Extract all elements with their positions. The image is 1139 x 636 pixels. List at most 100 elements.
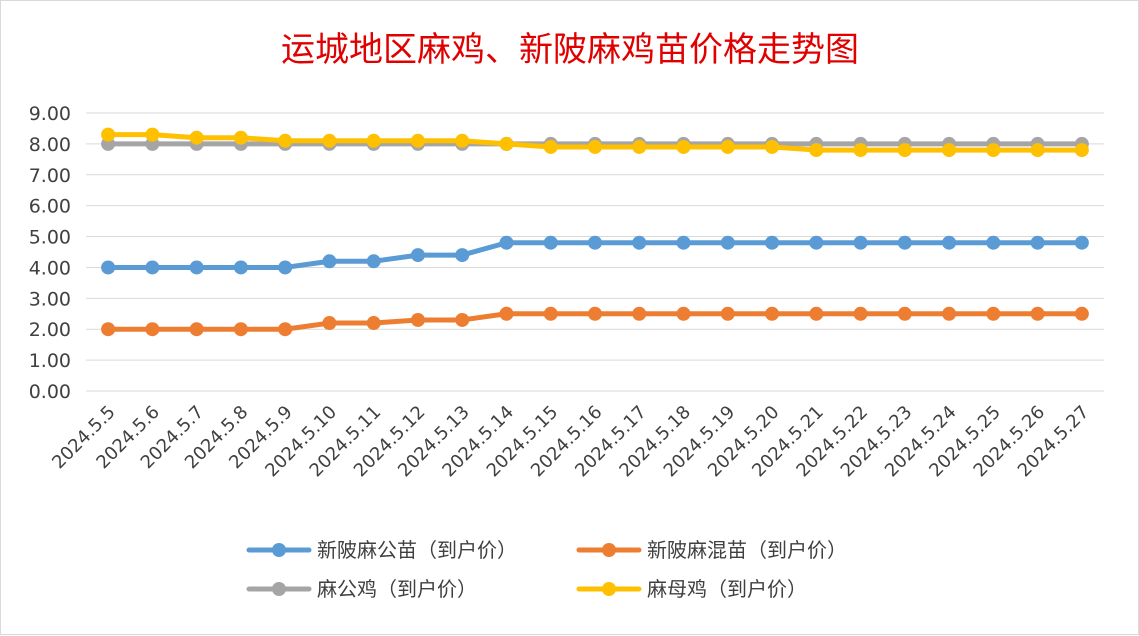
data-point (233, 130, 248, 145)
data-point (322, 316, 337, 331)
data-point (986, 306, 1001, 321)
data-point (588, 139, 602, 154)
legend: 新陂麻公苗（到户价） 新陂麻混苗（到户价） 麻公鸡（到户价） 麻母鸡（到户价） (246, 538, 847, 601)
data-point (189, 260, 204, 275)
data-point (278, 322, 293, 337)
x-axis-ticks: 2024.5.52024.5.62024.5.72024.5.82024.5.9… (48, 402, 1093, 482)
data-point (322, 254, 337, 269)
data-point (765, 139, 780, 154)
data-point (588, 235, 602, 250)
legend-swatch-marker (272, 582, 286, 596)
data-point (145, 127, 160, 142)
data-point (410, 312, 425, 327)
data-point (897, 306, 912, 321)
legend-swatch-marker (602, 543, 616, 557)
legend-item: 麻母鸡（到户价） (576, 577, 807, 601)
data-point (809, 235, 824, 250)
data-point (322, 133, 337, 148)
data-point (455, 312, 470, 327)
data-point (632, 306, 647, 321)
data-point (233, 322, 248, 337)
data-point (853, 143, 868, 158)
y-tick-label: 7.00 (29, 165, 71, 187)
data-point (853, 235, 868, 250)
data-point (942, 306, 957, 321)
data-point (189, 322, 204, 337)
legend-item: 新陂麻公苗（到户价） (246, 538, 517, 562)
data-point (1074, 306, 1089, 321)
data-point (765, 235, 780, 250)
data-point (543, 139, 558, 154)
data-point (809, 306, 824, 321)
data-point (632, 235, 647, 250)
y-tick-label: 4.00 (29, 257, 71, 279)
y-tick-label: 6.00 (29, 196, 71, 218)
legend-swatch-marker (272, 543, 286, 557)
y-tick-label: 2.00 (29, 319, 71, 341)
data-point (410, 133, 425, 148)
data-point (499, 306, 514, 321)
data-point (986, 235, 1001, 250)
y-axis-ticks: 0.00 1.00 2.00 3.00 4.00 5.00 6.00 7.00 8.00 9.00 (29, 103, 71, 403)
data-point (588, 306, 602, 321)
legend-label: 麻公鸡（到户价） (317, 577, 477, 601)
data-point (720, 306, 735, 321)
y-tick-label: 0.00 (29, 381, 71, 403)
data-point (720, 139, 735, 154)
legend-item: 新陂麻混苗（到户价） (576, 538, 847, 562)
legend-label: 新陂麻混苗（到户价） (647, 538, 847, 562)
legend-label: 新陂麻公苗（到户价） (317, 538, 517, 562)
data-point (720, 235, 735, 250)
data-point (897, 143, 912, 158)
data-point (499, 235, 514, 250)
data-point (809, 143, 824, 158)
data-point (543, 306, 558, 321)
data-point (897, 235, 912, 250)
data-point (145, 260, 160, 275)
data-point (101, 322, 116, 337)
data-point (1030, 143, 1045, 158)
data-point (986, 143, 1001, 158)
data-point (676, 306, 691, 321)
data-point (278, 133, 293, 148)
legend-label: 麻母鸡（到户价） (647, 577, 807, 601)
data-point (543, 235, 558, 250)
chart-title: 运城地区麻鸡、新陂麻鸡苗价格走势图 (281, 30, 859, 70)
data-point (455, 133, 470, 148)
data-point (499, 136, 514, 151)
data-point (366, 316, 381, 331)
legend-swatch-marker (602, 582, 616, 596)
y-tick-label: 9.00 (29, 103, 71, 125)
data-point (410, 248, 425, 263)
series-1 (101, 306, 1089, 337)
series-0 (101, 235, 1089, 275)
data-point (676, 139, 691, 154)
data-point (942, 235, 957, 250)
data-point (189, 130, 204, 145)
data-point (101, 127, 116, 142)
series-layer (101, 127, 1089, 337)
data-point (233, 260, 248, 275)
y-tick-label: 1.00 (29, 350, 71, 372)
data-point (1030, 306, 1045, 321)
data-point (765, 306, 780, 321)
data-point (366, 254, 381, 269)
data-point (1030, 235, 1045, 250)
data-point (1074, 143, 1089, 158)
data-point (853, 306, 868, 321)
data-point (145, 322, 160, 337)
data-point (1074, 235, 1089, 250)
data-point (632, 139, 647, 154)
data-point (676, 235, 691, 250)
legend-item: 麻公鸡（到户价） (246, 577, 477, 601)
data-point (278, 260, 293, 275)
data-point (366, 133, 381, 148)
series-3 (101, 127, 1089, 158)
data-point (942, 143, 957, 158)
y-tick-label: 8.00 (29, 134, 71, 156)
data-point (455, 248, 470, 263)
data-point (101, 260, 116, 275)
y-tick-label: 5.00 (29, 227, 71, 249)
